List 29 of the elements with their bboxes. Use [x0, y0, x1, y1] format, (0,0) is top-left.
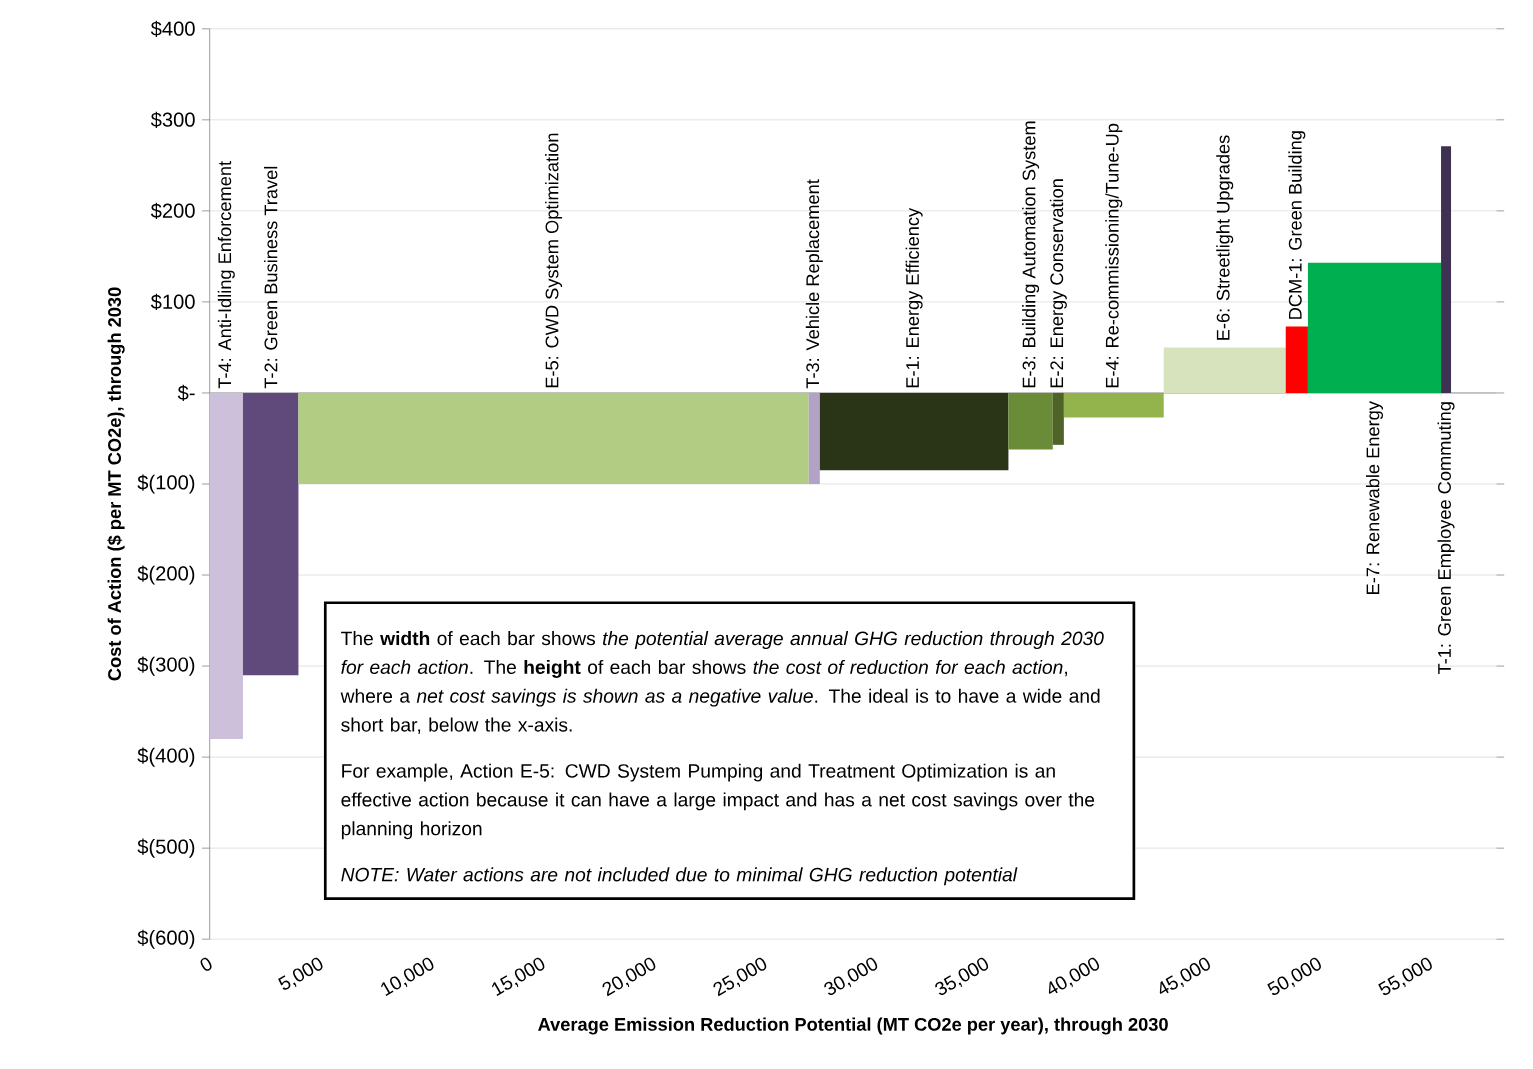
x-axis-title: Average Emission Reduction Potential (MT CO2e per year), through 2030 [538, 1017, 1168, 1035]
y-tick-label: $(100) [137, 474, 195, 494]
text: DCM-1: Green Building [1288, 131, 1306, 319]
y-tick-label: $(400) [137, 747, 195, 767]
text: T-3: Vehicle Replacement [805, 179, 823, 389]
text: E-1: Energy Efficiency [905, 207, 923, 388]
text: The width of each bar shows the potential average annual GHG reduction through 2030 for each action. The height of each bar shows the cost of reduction for each action, where a net cost savings is shown as a negative value. The ideal is to have a wide and short bar, below the x-axis. [340, 631, 1104, 735]
text: T-2: Green Business Travel [264, 166, 278, 389]
text: E-7: Renewable Energy [1365, 401, 1383, 594]
text: E-3: Building Automation System [1022, 121, 1040, 388]
y-tick-label: $400 [150, 20, 195, 38]
y-tick-label: $(500) [137, 838, 195, 858]
y-tick-label: $100 [150, 293, 195, 311]
text: E-5: CWD System Optimization [545, 133, 563, 388]
annotation: For example, Action E-5: CWD System Pumping and Treatment Optimization is an effective action because it can have a large impact and has a net cost savings over the planning horizon [341, 763, 1095, 840]
y-tick-label: $(600) [137, 929, 195, 949]
text: E-2: Energy Conservation [1049, 179, 1067, 388]
text: E-4: Re-commissioning/Tune-Up [1105, 123, 1123, 388]
y-tick-label: $(300) [137, 656, 195, 676]
x-tick-label: 0 [200, 957, 212, 971]
text: T-1: Green Employee Commuting [1437, 402, 1455, 675]
text: E-6: Streetlight Upgrades [1216, 135, 1234, 340]
text: T-4: Anti-Idling Enforcement [217, 161, 235, 389]
y-tick-label: $300 [150, 111, 195, 129]
annotation: NOTE: Water actions are not included due to minimal GHG reduction potential [341, 867, 1018, 886]
y-tick-label: $200 [150, 202, 195, 220]
y-tick-label: $- [177, 384, 195, 402]
y-tick-label: $(200) [137, 565, 195, 585]
y-axis-title: Cost of Action ($ per MT CO2e), through 2030 [107, 287, 125, 681]
